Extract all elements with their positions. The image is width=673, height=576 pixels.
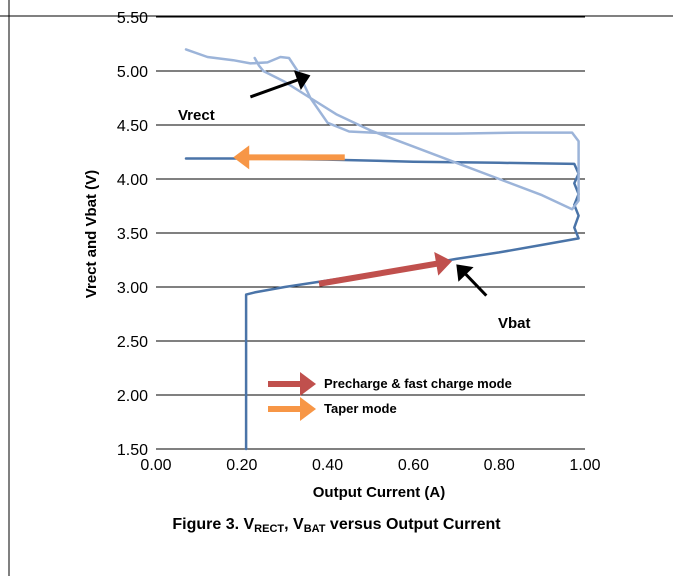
- vrect-label: Vrect: [178, 107, 215, 124]
- legend-swatch-taper-arrow: [268, 397, 316, 421]
- y-tick-label: 3.50: [117, 226, 148, 243]
- vrect-pointer-arrow: [249, 70, 311, 99]
- gridlines: [156, 16, 585, 450]
- legend-label-taper: Taper mode: [324, 401, 397, 416]
- y-tick-label: 3.00: [117, 280, 148, 297]
- y-tick-label: 2.00: [117, 388, 148, 405]
- vbat-pointer-arrow: [456, 264, 488, 297]
- x-tick-label: 0.20: [226, 457, 257, 474]
- x-tick-label: 0.80: [484, 457, 515, 474]
- y-tick-label: 1.50: [117, 442, 148, 459]
- legend-label-precharge: Precharge & fast charge mode: [324, 376, 512, 391]
- series-line-vbat: [184, 157, 580, 451]
- y-axis-title: Vrect and Vbat (V): [83, 170, 100, 298]
- x-axis-title: Output Current (A): [313, 484, 445, 501]
- precharge-fast-charge-mode-arrow: [318, 251, 453, 287]
- vbat-label: Vbat: [498, 315, 531, 332]
- x-tick-label: 0.60: [398, 457, 429, 474]
- figure-caption: Figure 3. VRECT, VBAT versus Output Curr…: [172, 516, 501, 535]
- y-tick-label: 4.50: [117, 118, 148, 135]
- series-lines: [184, 48, 580, 451]
- y-tick-label: 2.50: [117, 334, 148, 351]
- x-tick-label: 1.00: [569, 457, 600, 474]
- series-line-vrect: [184, 48, 580, 211]
- legend: Precharge & fast charge mode Taper mode: [324, 376, 512, 416]
- x-tick-labels: 0.00 0.20 0.40 0.60 0.80 1.00: [140, 457, 600, 474]
- y-tick-label: 5.00: [117, 64, 148, 81]
- y-tick-labels: 1.50 2.00 2.50 3.00 3.50 4.00 4.50 5.00 5.50: [117, 10, 148, 459]
- x-tick-label: 0.40: [312, 457, 343, 474]
- y-tick-label: 5.50: [117, 10, 148, 27]
- legend-swatch-precharge-arrow: [268, 372, 316, 396]
- taper-mode-arrow: [233, 145, 345, 170]
- arrows: [233, 70, 488, 421]
- y-tick-label: 4.00: [117, 172, 148, 189]
- x-tick-label: 0.00: [140, 457, 171, 474]
